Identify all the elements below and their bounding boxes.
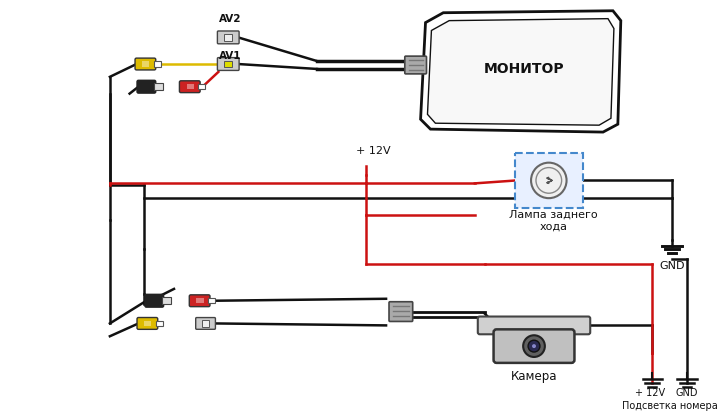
Text: + 12V: + 12V [636, 388, 665, 398]
Circle shape [531, 163, 566, 198]
Text: GND: GND [676, 388, 698, 398]
FancyBboxPatch shape [202, 320, 209, 327]
FancyBboxPatch shape [494, 329, 574, 363]
FancyBboxPatch shape [224, 34, 232, 41]
FancyBboxPatch shape [478, 317, 590, 334]
FancyBboxPatch shape [179, 81, 200, 93]
FancyBboxPatch shape [137, 80, 156, 93]
FancyBboxPatch shape [137, 318, 158, 329]
FancyBboxPatch shape [515, 153, 583, 208]
Text: AV1: AV1 [219, 51, 242, 61]
FancyBboxPatch shape [156, 321, 162, 326]
FancyBboxPatch shape [405, 56, 427, 74]
FancyBboxPatch shape [208, 298, 215, 303]
Text: AV2: AV2 [219, 13, 242, 24]
FancyBboxPatch shape [218, 58, 239, 71]
FancyBboxPatch shape [189, 295, 210, 307]
FancyBboxPatch shape [198, 84, 205, 89]
FancyBboxPatch shape [135, 58, 156, 70]
FancyBboxPatch shape [218, 31, 239, 44]
Circle shape [532, 344, 536, 348]
Text: Лампа заднего
хода: Лампа заднего хода [510, 210, 598, 231]
FancyBboxPatch shape [196, 318, 215, 329]
Text: Камера: Камера [511, 370, 557, 383]
Text: + 12V: + 12V [357, 146, 391, 156]
FancyBboxPatch shape [154, 61, 161, 67]
Polygon shape [421, 11, 621, 132]
FancyBboxPatch shape [197, 298, 204, 304]
FancyBboxPatch shape [389, 302, 413, 321]
FancyBboxPatch shape [145, 294, 164, 307]
FancyBboxPatch shape [186, 84, 194, 89]
Text: GND: GND [660, 261, 685, 271]
FancyBboxPatch shape [224, 60, 232, 68]
Circle shape [523, 335, 545, 357]
FancyBboxPatch shape [142, 61, 149, 67]
Circle shape [528, 340, 540, 352]
FancyBboxPatch shape [144, 321, 151, 326]
Polygon shape [427, 18, 614, 125]
Text: Подсветка номера: Подсветка номера [622, 402, 718, 411]
FancyBboxPatch shape [162, 297, 170, 304]
Text: МОНИТОР: МОНИТОР [484, 63, 564, 76]
FancyBboxPatch shape [154, 83, 162, 90]
